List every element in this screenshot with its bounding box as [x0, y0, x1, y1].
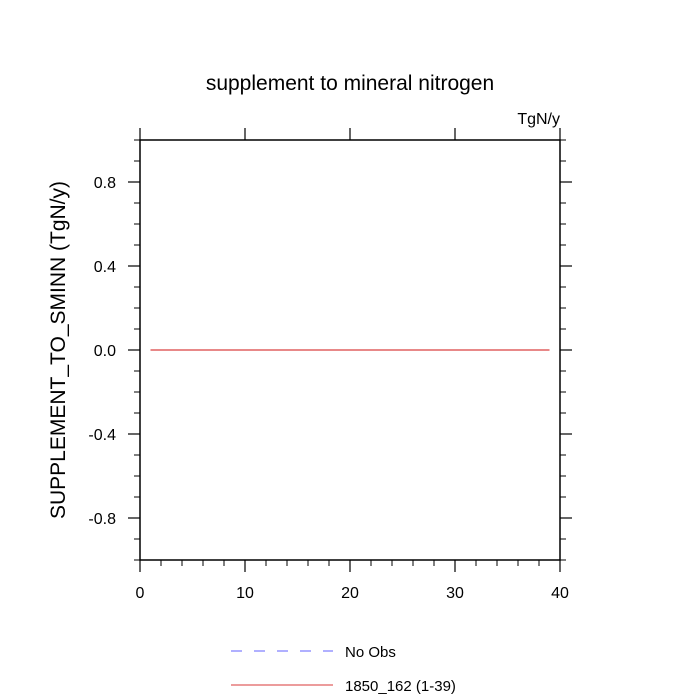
x-tick-label: 20 — [341, 585, 359, 602]
legend-label: 1850_162 (1-39) — [345, 678, 456, 695]
x-tick-label: 30 — [446, 585, 464, 602]
x-tick-label: 10 — [236, 585, 254, 602]
chart-title: supplement to mineral nitrogen — [206, 72, 494, 95]
x-tick-label: 0 — [136, 585, 145, 602]
x-tick-label: 40 — [551, 585, 569, 602]
y-axis-label: SUPPLEMENT_TO_SMINN (TgN/y) — [47, 181, 70, 519]
y-tick-label: -0.8 — [88, 511, 116, 528]
y-tick-label: 0.0 — [94, 343, 116, 360]
legend-label: No Obs — [345, 644, 396, 661]
units-label: TgN/y — [517, 111, 560, 128]
y-tick-label: 0.8 — [94, 175, 116, 192]
y-tick-label: 0.4 — [94, 259, 116, 276]
y-tick-label: -0.4 — [88, 427, 116, 444]
